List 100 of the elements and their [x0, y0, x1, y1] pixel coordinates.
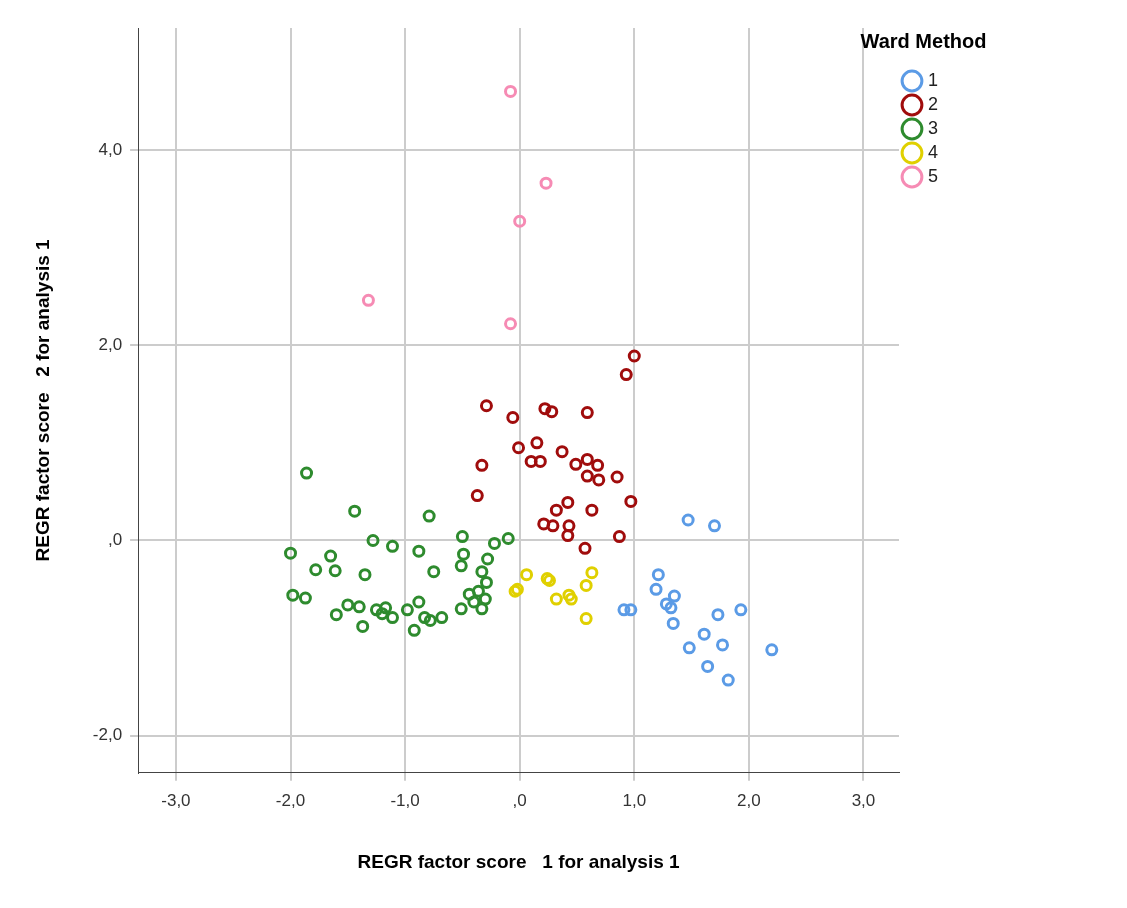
legend-label: 4 — [927, 141, 938, 162]
point — [475, 458, 489, 472]
point — [592, 473, 606, 487]
point — [721, 673, 735, 687]
point — [664, 601, 678, 615]
point — [562, 588, 576, 602]
point — [539, 176, 553, 190]
point — [697, 627, 711, 641]
point — [681, 513, 695, 527]
point — [610, 470, 624, 484]
point — [579, 578, 593, 592]
point — [561, 529, 575, 543]
point — [701, 659, 715, 673]
point — [479, 399, 493, 413]
point — [298, 591, 312, 605]
point — [481, 552, 495, 566]
x-axis-title: REGR factor score 1 for analysis 1 — [357, 850, 681, 872]
point — [546, 519, 560, 533]
point — [400, 603, 414, 617]
x-tick-label: -3,0 — [161, 790, 191, 810]
point — [462, 587, 476, 601]
point — [504, 84, 518, 98]
point — [475, 602, 489, 616]
point — [504, 317, 518, 331]
point — [470, 489, 484, 503]
point — [479, 575, 493, 589]
x-tick-label: -1,0 — [390, 790, 420, 810]
point — [501, 532, 515, 546]
point — [329, 608, 343, 622]
point — [412, 544, 426, 558]
point — [564, 592, 578, 606]
point — [478, 592, 492, 606]
point — [457, 547, 471, 561]
point — [533, 454, 547, 468]
point — [562, 519, 576, 533]
point — [580, 406, 594, 420]
point — [578, 541, 592, 555]
point — [366, 533, 380, 547]
y-tick-label: 4,0 — [98, 139, 123, 159]
y-axis-title: REGR factor score 2 for analysis 1 — [31, 238, 53, 562]
point — [454, 559, 468, 573]
y-tick-label: 2,0 — [98, 334, 123, 354]
point — [356, 619, 370, 633]
point — [579, 612, 593, 626]
point — [708, 519, 721, 533]
point — [649, 582, 663, 596]
y-tick-label: ,0 — [107, 530, 123, 550]
point — [423, 614, 437, 628]
point — [300, 466, 314, 480]
point — [549, 592, 563, 606]
point — [361, 293, 375, 307]
point — [407, 623, 421, 637]
legend-label: 5 — [927, 165, 938, 186]
point — [624, 603, 638, 617]
point — [284, 546, 297, 560]
point — [765, 643, 779, 657]
point — [524, 454, 538, 468]
point — [651, 568, 665, 582]
point — [627, 349, 641, 363]
point — [286, 588, 300, 602]
point — [617, 603, 631, 617]
y-tick-label: -2,0 — [92, 725, 123, 745]
point — [487, 536, 501, 550]
point — [512, 441, 526, 455]
point — [454, 602, 468, 616]
point — [324, 549, 338, 563]
point — [555, 445, 569, 459]
point — [435, 611, 449, 625]
x-tick-label: 3,0 — [851, 790, 876, 810]
point — [309, 563, 323, 577]
point — [624, 494, 638, 508]
point — [549, 503, 563, 517]
point — [369, 603, 383, 617]
point — [530, 436, 544, 450]
point — [471, 584, 485, 598]
point — [569, 457, 583, 471]
point — [711, 608, 725, 622]
point — [591, 458, 605, 472]
point — [537, 517, 551, 531]
point — [682, 641, 696, 655]
legend-title: Ward Method — [860, 29, 987, 52]
point — [580, 452, 594, 466]
x-tick-label: 2,0 — [737, 790, 761, 810]
point — [385, 611, 399, 625]
point — [328, 564, 342, 578]
point — [585, 503, 599, 517]
point — [352, 600, 366, 614]
point — [612, 530, 626, 544]
x-tick-label: 1,0 — [622, 790, 647, 810]
point — [418, 611, 432, 625]
point — [545, 405, 559, 419]
point — [520, 568, 534, 582]
point — [427, 565, 441, 579]
point — [412, 595, 426, 609]
point — [422, 509, 436, 523]
legend-label: 3 — [927, 117, 938, 138]
point — [379, 601, 393, 615]
point — [341, 598, 355, 612]
point — [659, 597, 673, 611]
point — [475, 565, 489, 579]
